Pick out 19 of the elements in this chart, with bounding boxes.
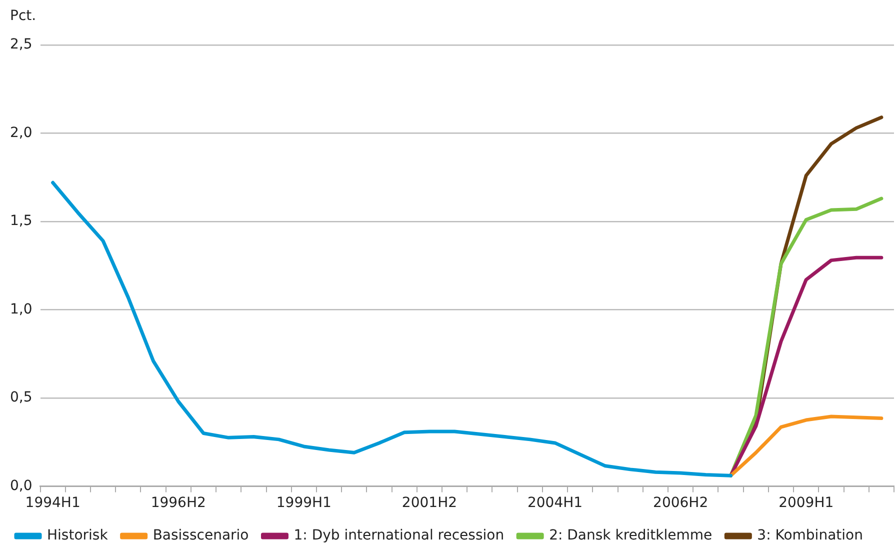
y-tick-label: 1,5 — [10, 213, 32, 230]
y-tick-label: 2,5 — [10, 36, 32, 53]
y-tick-label: 0,0 — [10, 478, 32, 494]
legend-label: 2: Dansk kreditklemme — [549, 528, 712, 544]
y-tick-label: 0,5 — [10, 390, 32, 406]
x-tick-label: 2006H2 — [653, 495, 708, 512]
x-tick-label: 2009H1 — [778, 495, 834, 512]
x-tick-label: 1994H1 — [25, 495, 80, 512]
legend-label: 1: Dyb international recession — [294, 528, 504, 544]
legend-label: 3: Kombination — [757, 528, 863, 544]
x-tick-label: 2001H2 — [402, 495, 458, 512]
y-axis-title: Pct. — [10, 8, 36, 24]
x-tick-label: 2004H1 — [527, 495, 583, 512]
legend-label: Historisk — [47, 528, 109, 544]
x-tick-label: 1996H2 — [150, 495, 206, 512]
y-tick-label: 2,0 — [10, 124, 32, 141]
y-tick-label: 1,0 — [10, 301, 32, 318]
x-tick-label: 1999H1 — [276, 495, 332, 512]
legend-label: Basisscenario — [152, 528, 249, 544]
